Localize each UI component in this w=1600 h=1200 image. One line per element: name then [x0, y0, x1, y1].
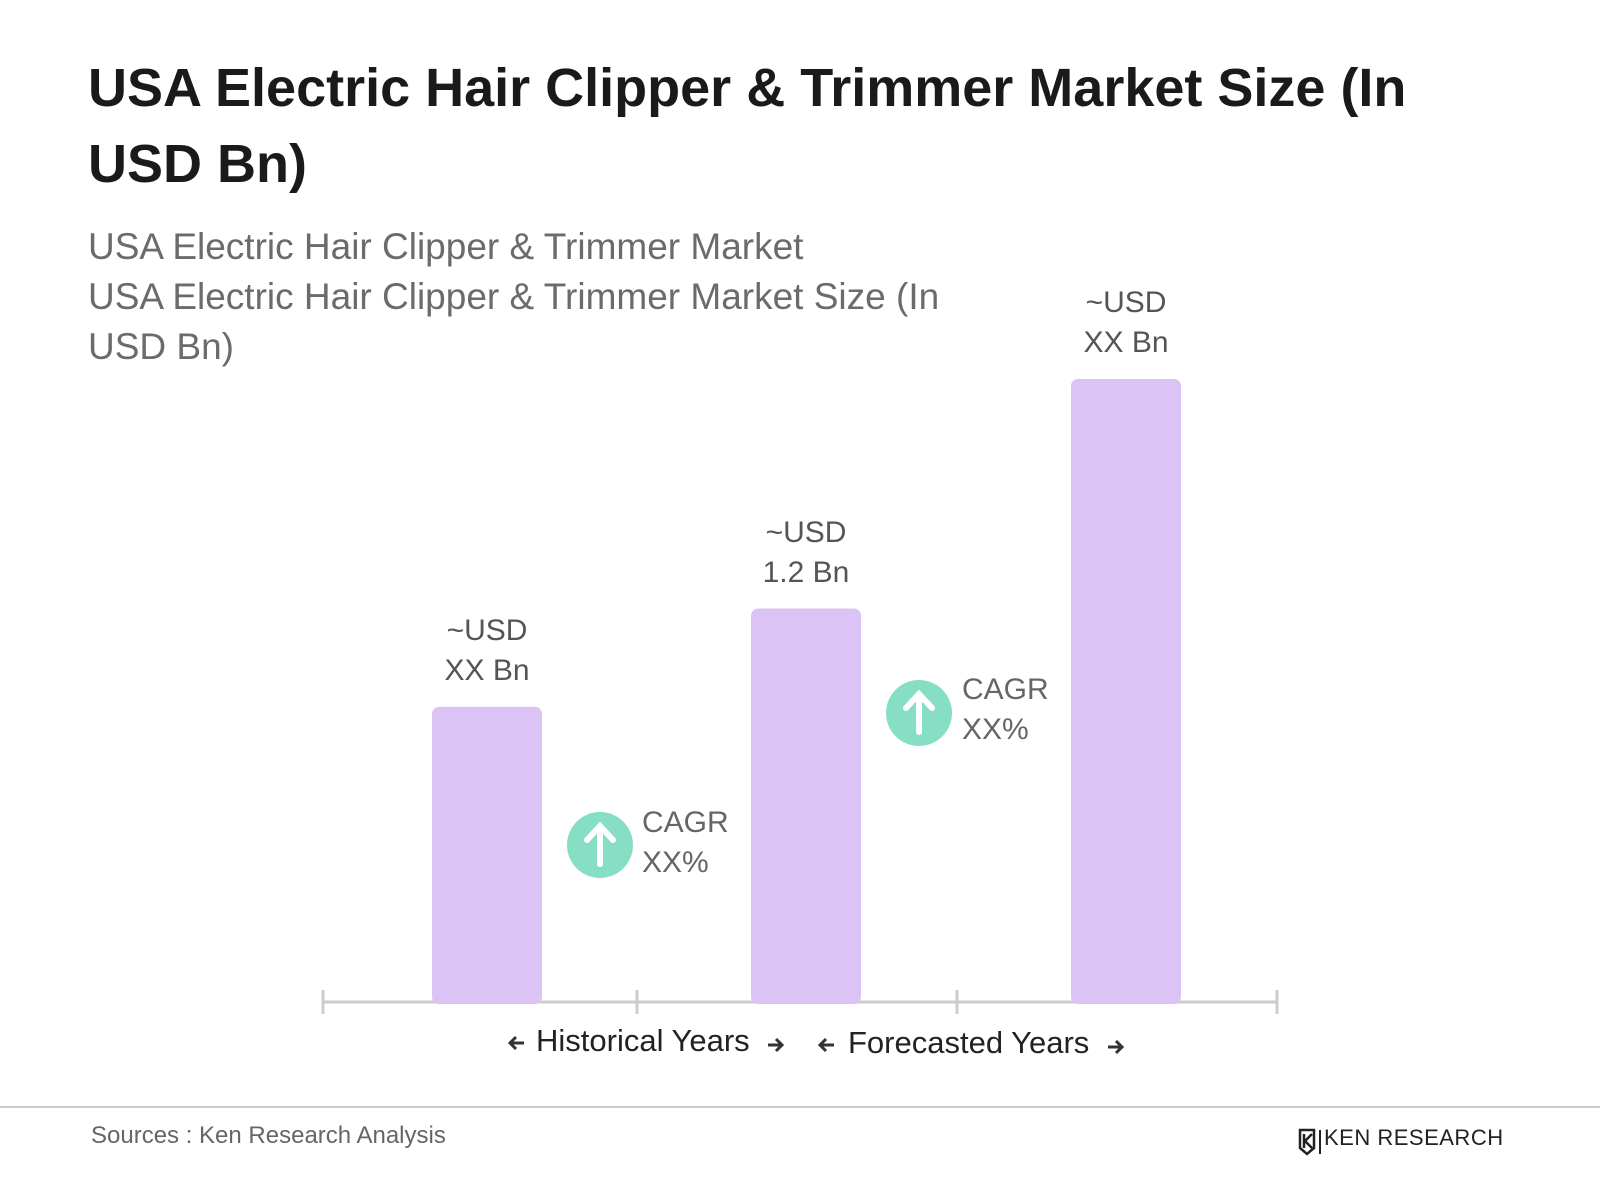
chart-title: USA Electric Hair Clipper & Trimmer Mark… [88, 58, 1407, 194]
value-label: ~USD 1.2 Bn [762, 515, 850, 589]
period-label: Historical Years [536, 1023, 750, 1058]
cagr-icon [886, 680, 952, 746]
subtitle: USA Electric Hair Clipper & Trimmer Mark… [88, 276, 940, 367]
bar [751, 608, 861, 1004]
logo-icon [1298, 1128, 1321, 1156]
subtitle: USA Electric Hair Clipper & Trimmer Mark… [88, 226, 804, 267]
period-label: Forecasted Years [848, 1025, 1090, 1060]
annotation: CAGR XX% [642, 806, 729, 879]
bar [432, 706, 542, 1004]
value-label: ~USD XX Bn [1083, 286, 1169, 359]
annotation: CAGR XX% [962, 673, 1049, 746]
bar [1071, 379, 1181, 1004]
logo: KEN RESEARCH [1324, 1125, 1504, 1150]
source: Sources : Ken Research Analysis [91, 1122, 446, 1149]
value-label: ~USD XX Bn [444, 613, 530, 687]
cagr-icon [567, 812, 633, 878]
period-arrows [507, 1035, 1125, 1055]
